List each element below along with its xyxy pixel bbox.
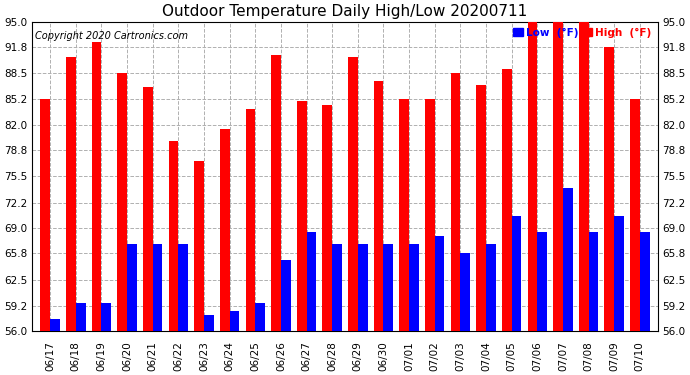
Bar [358,244,368,331]
Bar [640,232,649,331]
Bar [435,236,444,331]
Bar [579,22,589,331]
Bar [538,232,547,331]
Bar [563,188,573,331]
Bar [246,109,255,331]
Title: Outdoor Temperature Daily High/Low 20200711: Outdoor Temperature Daily High/Low 20200… [162,4,528,19]
Bar [76,303,86,331]
Bar [66,57,76,331]
Bar [143,87,152,331]
Bar [152,244,162,331]
Bar [409,244,419,331]
Bar [348,57,358,331]
Legend: Low  (°F), High  (°F): Low (°F), High (°F) [511,27,653,39]
Bar [451,73,460,331]
Bar [502,69,511,331]
Bar [101,303,111,331]
Bar [630,99,640,331]
Bar [230,311,239,331]
Bar [460,254,470,331]
Bar [589,232,598,331]
Bar [220,129,230,331]
Bar [400,99,409,331]
Bar [476,85,486,331]
Bar [168,141,179,331]
Bar [255,303,265,331]
Text: Copyright 2020 Cartronics.com: Copyright 2020 Cartronics.com [35,31,188,41]
Bar [332,244,342,331]
Bar [425,99,435,331]
Bar [50,320,60,331]
Bar [195,160,204,331]
Bar [614,216,624,331]
Bar [297,101,306,331]
Bar [528,22,538,331]
Bar [271,55,281,331]
Bar [553,22,563,331]
Bar [281,260,290,331]
Bar [511,216,522,331]
Bar [306,232,316,331]
Bar [486,244,495,331]
Bar [92,42,101,331]
Bar [374,81,384,331]
Bar [117,73,127,331]
Bar [127,244,137,331]
Bar [322,105,332,331]
Bar [604,47,614,331]
Bar [384,244,393,331]
Bar [41,99,50,331]
Bar [204,315,214,331]
Bar [179,244,188,331]
